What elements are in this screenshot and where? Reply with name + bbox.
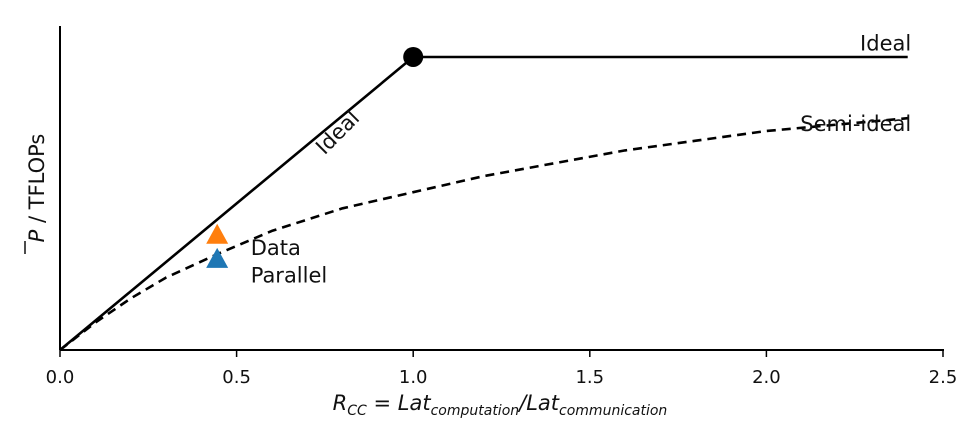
x-title-eq: = [367, 391, 398, 415]
marker-circle [403, 46, 424, 67]
x-title-r: R [333, 391, 348, 415]
annotation-label: Ideal [311, 106, 364, 159]
x-title-sub1: computation [431, 403, 520, 419]
x-tick-label: 2.5 [929, 367, 958, 388]
x-tick-label: 2.0 [752, 367, 781, 388]
annotation-label: Parallel [251, 263, 328, 287]
x-ticks: 0.0 0.5 1.0 1.5 2.0 2.5 [46, 350, 958, 388]
x-tick-label: 1.5 [575, 367, 604, 388]
marker-triangle-2 [206, 247, 229, 268]
x-title-slash: / [517, 391, 528, 415]
y-axis-title: P / TFLOPs [25, 134, 49, 243]
x-title-sub2: communication [559, 403, 667, 419]
y-title-p: P [25, 229, 49, 242]
x-axis-title: RCC = Latcomputation/Latcommunication [333, 391, 668, 419]
annotation-label: Ideal [860, 32, 911, 56]
annotation-label: Semi-ideal [800, 112, 911, 136]
x-tick-label: 1.0 [399, 367, 428, 388]
y-title-rest: / TFLOPs [25, 134, 49, 230]
x-tick-label: 0.5 [222, 367, 251, 388]
plot-area [59, 46, 908, 352]
x-title-cc: CC [347, 403, 367, 419]
annotation-label: Data [251, 236, 301, 260]
x-title-lat2: Lat [526, 391, 560, 415]
series-line-semi-ideal [59, 116, 908, 352]
marker-triangle-1 [206, 223, 229, 244]
x-tick-label: 0.0 [46, 367, 75, 388]
x-title-lat1: Lat [398, 391, 432, 415]
series-line-ideal [59, 55, 908, 352]
